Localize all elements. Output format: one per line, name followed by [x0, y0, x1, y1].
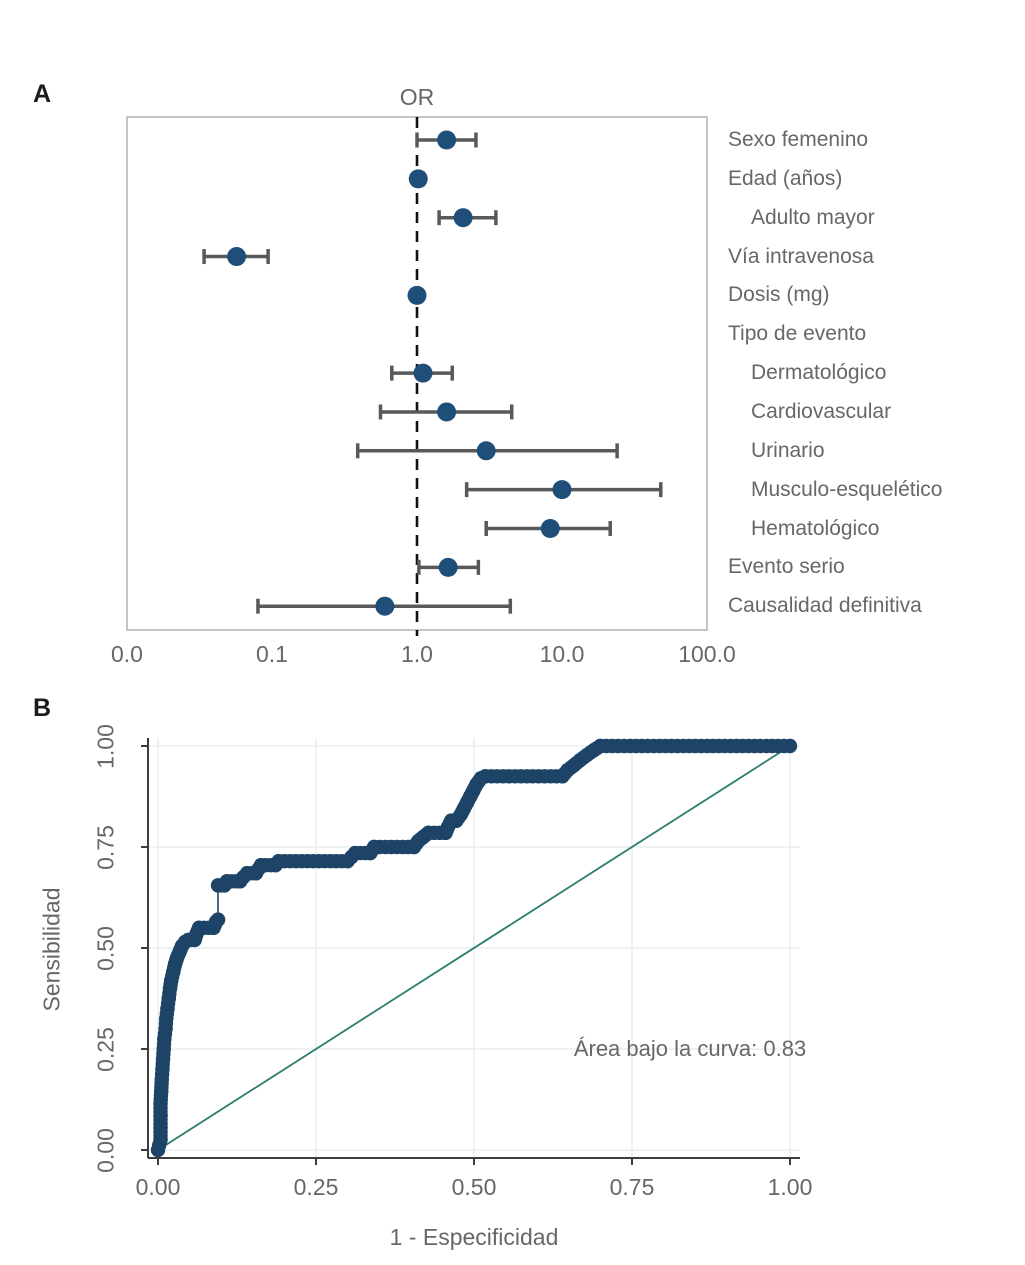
forest-x-tick-label: 100.0 — [678, 641, 736, 667]
roc-x-tick-label: 0.75 — [609, 1174, 655, 1200]
roc-y-tick-label: 0.00 — [92, 1128, 119, 1173]
forest-row-label: Vía intravenosa — [728, 244, 874, 268]
forest-row-label: Tipo de evento — [728, 322, 867, 346]
roc-y-tick-label: 0.50 — [92, 926, 119, 971]
forest-x-tick-label: 0.1 — [256, 641, 288, 667]
panel-a-letter: A — [33, 80, 53, 108]
roc-y-tick-label: 0.75 — [92, 825, 119, 870]
forest-row-label: Musculo-esquelético — [751, 477, 943, 501]
forest-x-tick-label: 1.0 — [401, 641, 433, 667]
roc-x-tick-label: 0.25 — [293, 1174, 339, 1200]
forest-x-tick-label: 0.0 — [111, 641, 143, 667]
forest-row-label: Cardiovascular — [751, 399, 892, 423]
panel-a-title: OR — [399, 84, 435, 110]
forest-row-label: Evento serio — [728, 555, 845, 579]
forest-row-label: Hematológico — [751, 516, 880, 540]
forest-row-label: Edad (años) — [728, 166, 843, 190]
forest-row-label: Causalidad definitiva — [728, 594, 922, 618]
roc-auc-annotation: Área bajo la curva: 0.83 — [573, 1036, 807, 1061]
forest-row-label: Adulto mayor — [751, 205, 875, 229]
forest-row-label: Dermatológico — [751, 361, 887, 385]
roc-x-axis-label: 1 - Especificidad — [389, 1224, 559, 1250]
forest-row-label: Sexo femenino — [728, 128, 869, 151]
roc-y-axis-label: Sensibilidad — [38, 887, 65, 1012]
forest-x-tick-label: 10.0 — [539, 641, 585, 667]
roc-y-tick-label: 1.00 — [92, 724, 119, 769]
roc-x-tick-label: 0.00 — [135, 1174, 181, 1200]
panel-b-letter: B — [33, 694, 53, 722]
forest-row-label: Urinario — [751, 438, 825, 462]
roc-x-tick-label: 0.50 — [451, 1174, 497, 1200]
roc-y-tick-label: 0.25 — [92, 1027, 119, 1072]
forest-row-label: Dosis (mg) — [728, 283, 830, 307]
roc-x-tick-label: 1.00 — [767, 1174, 813, 1200]
